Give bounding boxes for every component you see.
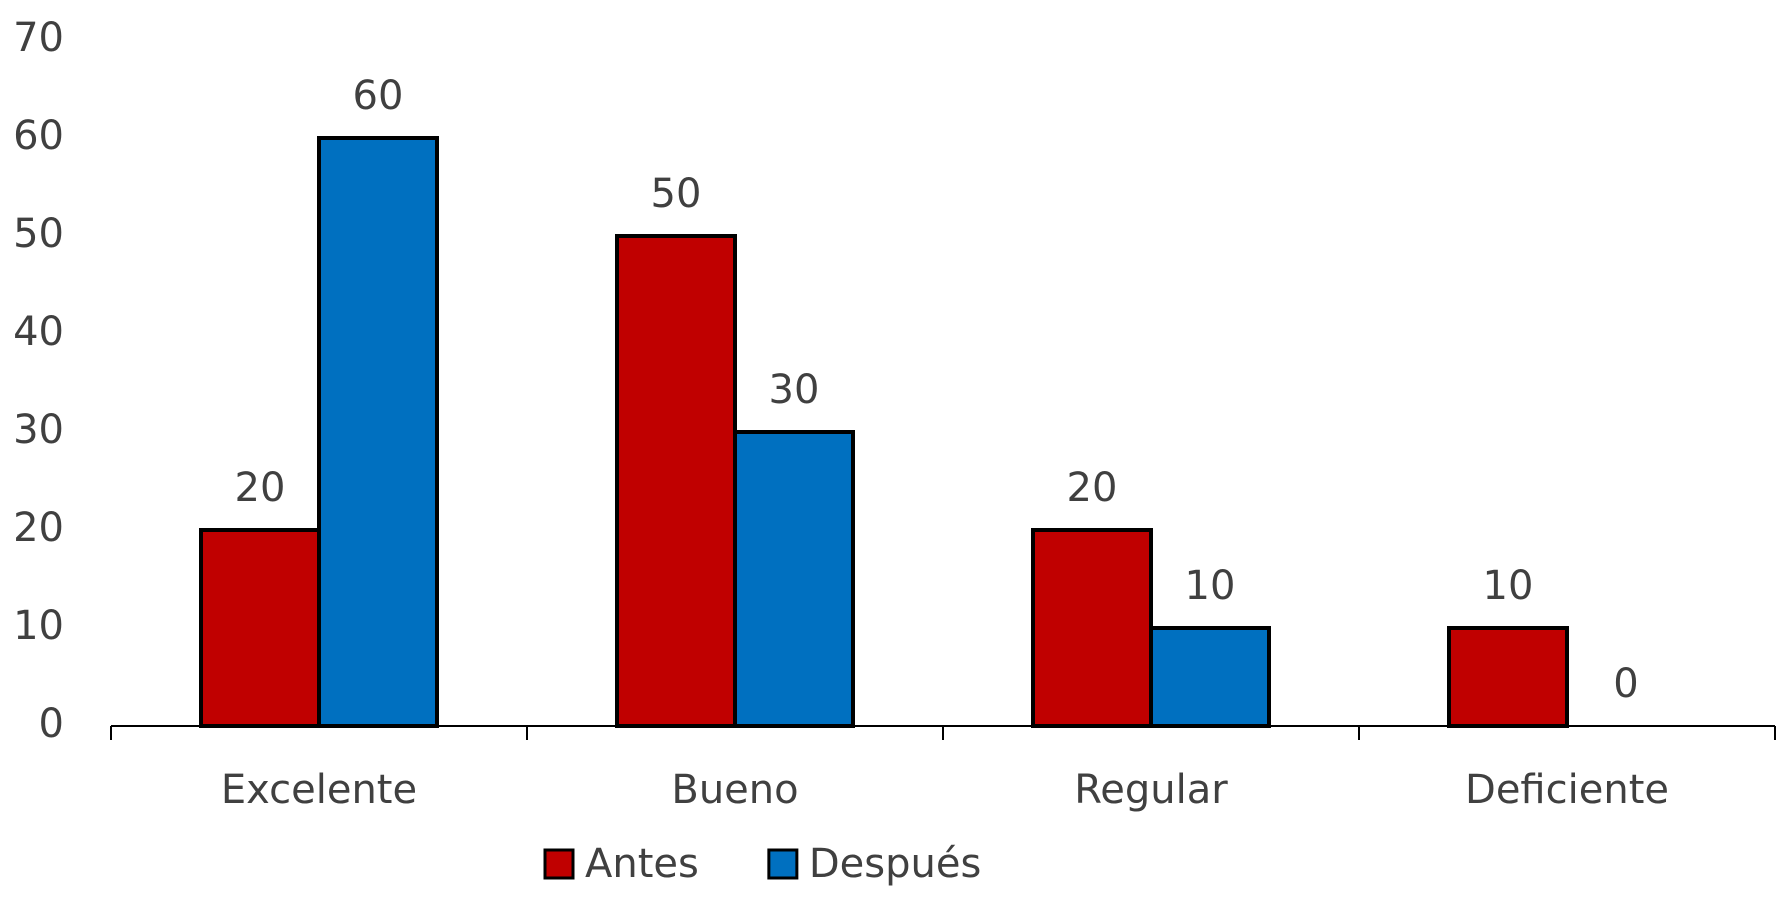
value-label: 30 <box>769 367 820 413</box>
y-tick-label: 20 <box>13 505 64 551</box>
x-tick-label: Regular <box>1074 767 1228 813</box>
bar <box>615 234 737 728</box>
x-tick-label: Excelente <box>221 767 417 813</box>
legend-swatch <box>543 848 575 880</box>
bar <box>1031 528 1153 728</box>
y-tick-label: 0 <box>39 701 64 747</box>
value-label: 20 <box>1067 465 1118 511</box>
bar <box>199 528 321 728</box>
bar <box>733 430 855 728</box>
y-tick-label: 60 <box>13 113 64 159</box>
bar <box>1447 626 1569 728</box>
value-label: 20 <box>235 465 286 511</box>
y-tick-label: 70 <box>13 15 64 61</box>
value-label: 0 <box>1613 661 1638 707</box>
value-label: 10 <box>1483 563 1534 609</box>
value-label: 10 <box>1185 563 1236 609</box>
bar <box>1149 626 1271 728</box>
legend-label: Antes <box>585 841 699 887</box>
value-label: 50 <box>651 171 702 217</box>
y-tick-label: 10 <box>13 603 64 649</box>
legend-label: Después <box>809 841 981 887</box>
y-tick-label: 50 <box>13 211 64 257</box>
value-label: 60 <box>353 73 404 119</box>
bar <box>317 136 439 728</box>
y-tick-label: 40 <box>13 309 64 355</box>
x-tick-label: Deficiente <box>1465 767 1669 813</box>
y-tick-label: 30 <box>13 407 64 453</box>
x-tick-label: Bueno <box>671 767 798 813</box>
legend-swatch <box>767 848 799 880</box>
